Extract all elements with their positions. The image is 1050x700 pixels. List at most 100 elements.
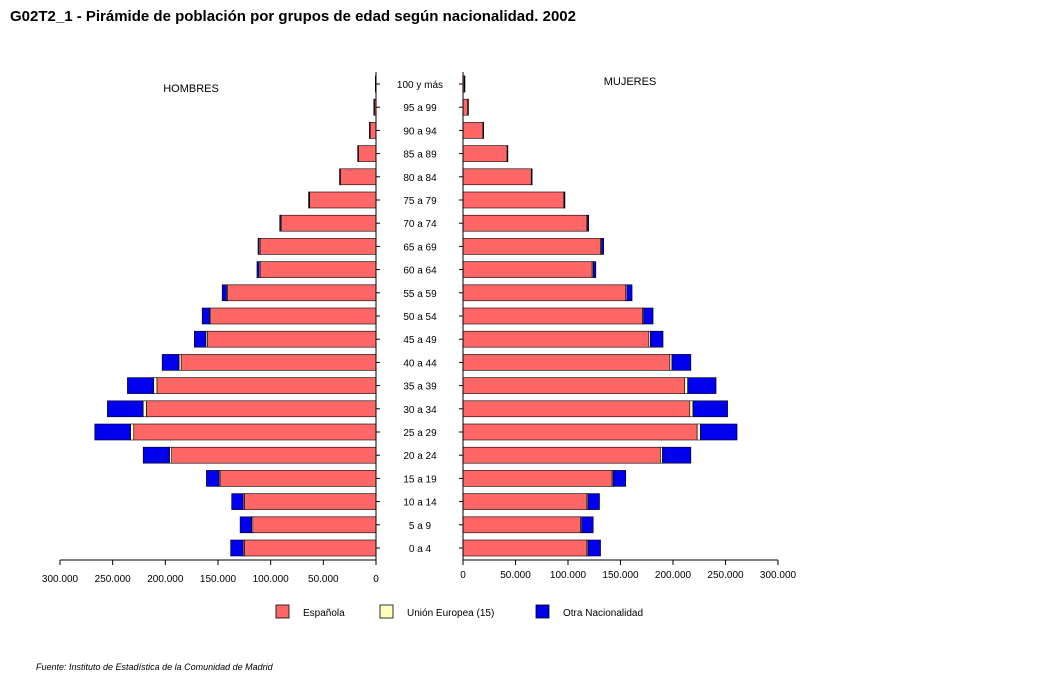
- bar-hombres-espa-ola-15: [309, 191, 377, 209]
- bar-mujeres-espa-ola-8: [462, 354, 671, 371]
- age-group-label: 20 a 24: [403, 451, 437, 462]
- age-group-label: 95 a 99: [403, 103, 437, 114]
- legend-label: Otra Nacionalidad: [563, 608, 643, 619]
- bar-hombres-espa-ola-17: [357, 145, 377, 162]
- bar-mujeres-otra-nacionalidad-8: [671, 354, 692, 371]
- bar-mujeres-otra-nacionalidad-10: [643, 307, 654, 325]
- bar-hombres-otra-nacionalidad-0: [230, 539, 244, 557]
- bar-hombres-espa-ola-10: [210, 307, 377, 325]
- bar-mujeres-espa-ola-1: [462, 516, 581, 534]
- bar-mujeres-espa-ola-12: [462, 261, 593, 278]
- age-group-label: 90 a 94: [403, 126, 437, 137]
- bar-mujeres-otra-nacionalidad-15: [564, 191, 566, 209]
- bar-mujeres-espa-ola-16: [462, 168, 532, 186]
- x-tick-label-mujeres: 50.000: [500, 570, 531, 581]
- legend: Española Unión Europea (15) Otra Nacionali…: [275, 604, 643, 619]
- bar-mujeres-espa-ola-13: [462, 238, 601, 255]
- bar-mujeres-otra-nacionalidad-20: [463, 75, 466, 93]
- bar-mujeres-otra-nacionalidad-12: [592, 261, 597, 278]
- bar-mujeres-espa-ola-10: [462, 307, 643, 325]
- bar-mujeres-otra-nacionalidad-14: [587, 214, 589, 232]
- bar-hombres-otra-nacionalidad-15: [308, 191, 310, 209]
- bar-mujeres-espa-ola-19: [462, 98, 469, 116]
- bar-hombres-espa-ola-1: [252, 516, 377, 534]
- x-tick-label-mujeres: 250.000: [707, 570, 744, 581]
- bar-hombres-otra-nacionalidad-6: [107, 400, 144, 418]
- bar-hombres-otra-nacionalidad-4: [142, 446, 170, 464]
- age-group-label: 15 a 19: [403, 474, 437, 485]
- age-group-label: 65 a 69: [403, 242, 437, 253]
- source-note: Fuente: Instituto de Estadística de la C…: [36, 662, 273, 672]
- bar-mujeres-espa-ola-17: [462, 145, 508, 162]
- axes-layer: 0 a 4 5 a 9 10 a 14 15 a 19 20 a 24 25 a 29 30…: [42, 72, 797, 585]
- bar-hombres-espa-ola-16: [339, 168, 377, 186]
- bar-mujeres-otra-nacionalidad-9: [650, 330, 664, 348]
- age-group-label: 25 a 29: [403, 428, 437, 439]
- bar-hombres-otra-nacionalidad-2: [231, 493, 244, 510]
- age-group-label: 100 y más: [397, 80, 443, 91]
- bar-hombres-uni-n-europea-15--5: [130, 423, 135, 441]
- bar-mujeres-espa-ola-15: [462, 191, 565, 209]
- x-tick-label-hombres: 0: [373, 574, 379, 585]
- bar-mujeres-otra-nacionalidad-2: [587, 493, 600, 510]
- age-group-label: 35 a 39: [403, 382, 437, 393]
- age-group-label: 80 a 84: [403, 173, 437, 184]
- bar-hombres-otra-nacionalidad-10: [201, 307, 210, 325]
- x-tick-label-mujeres: 0: [460, 570, 466, 581]
- bar-hombres-otra-nacionalidad-3: [206, 470, 220, 487]
- panel-label-hombres: HOMBRES: [163, 83, 219, 95]
- bar-hombres-otra-nacionalidad-17: [357, 145, 359, 162]
- bar-mujeres-espa-ola-14: [462, 214, 588, 232]
- bar-mujeres-otra-nacionalidad-17: [507, 145, 509, 162]
- bar-hombres-espa-ola-4: [171, 446, 377, 464]
- bar-hombres-espa-ola-3: [219, 470, 377, 487]
- bar-mujeres-espa-ola-4: [462, 446, 661, 464]
- bar-mujeres-espa-ola-11: [462, 284, 627, 302]
- x-tick-label-hombres: 250.000: [95, 574, 132, 585]
- age-group-label: 45 a 49: [403, 335, 437, 346]
- bar-hombres-otra-nacionalidad-9: [194, 330, 207, 348]
- x-tick-label-hombres: 150.000: [200, 574, 237, 585]
- age-group-label: 30 a 34: [403, 405, 437, 416]
- age-group-label: 75 a 79: [403, 196, 437, 207]
- bar-hombres-espa-ola-9: [207, 330, 377, 348]
- bar-hombres-espa-ola-7: [156, 377, 377, 394]
- bar-hombres-uni-n-europea-15--7: [153, 377, 158, 394]
- x-tick-label-hombres: 200.000: [147, 574, 184, 585]
- x-tick-label-mujeres: 100.000: [550, 570, 587, 581]
- bar-mujeres-espa-ola-7: [462, 377, 685, 394]
- bar-mujeres-espa-ola-0: [462, 539, 588, 557]
- legend-label: Unión Europea (15): [407, 608, 494, 619]
- bar-hombres-uni-n-europea-15--8: [178, 354, 182, 371]
- bar-hombres-espa-ola-18: [369, 122, 377, 139]
- legend-swatch-espa-ola: [275, 604, 290, 619]
- bar-mujeres-espa-ola-9: [462, 330, 650, 348]
- bar-hombres-espa-ola-13: [259, 238, 377, 255]
- bar-hombres-otra-nacionalidad-8: [161, 354, 180, 371]
- x-tick-label-mujeres: 300.000: [760, 570, 797, 581]
- bar-hombres-otra-nacionalidad-18: [369, 122, 371, 139]
- age-group-label: 60 a 64: [403, 266, 437, 277]
- bar-mujeres-otra-nacionalidad-7: [687, 377, 717, 394]
- bar-hombres-uni-n-europea-15--6: [142, 400, 147, 418]
- bar-hombres-uni-n-europea-15--4: [169, 446, 172, 464]
- bar-hombres-otra-nacionalidad-1: [239, 516, 253, 534]
- x-tick-label-hombres: 100.000: [253, 574, 290, 585]
- bar-mujeres-otra-nacionalidad-3: [612, 470, 627, 487]
- bar-hombres-otra-nacionalidad-16: [339, 168, 341, 186]
- bar-mujeres-uni-n-europea-15--5: [696, 423, 701, 441]
- legend-swatch-uni-n-europea-15-: [379, 604, 394, 619]
- bar-mujeres-otra-nacionalidad-11: [626, 284, 633, 302]
- bar-mujeres-uni-n-europea-15--6: [689, 400, 694, 418]
- bar-hombres-espa-ola-0: [244, 539, 377, 557]
- age-group-label: 55 a 59: [403, 289, 437, 300]
- age-group-label: 10 a 14: [403, 498, 437, 509]
- bar-hombres-otra-nacionalidad-12: [256, 261, 260, 278]
- bar-mujeres-espa-ola-3: [462, 470, 613, 487]
- bar-hombres-otra-nacionalidad-14: [279, 214, 281, 232]
- age-group-label: 0 a 4: [409, 544, 432, 555]
- chart-title: G02T2_1 - Pirámide de población por grup…: [10, 8, 576, 25]
- bar-mujeres-otra-nacionalidad-1: [581, 516, 594, 534]
- bar-mujeres-espa-ola-6: [462, 400, 691, 418]
- bar-mujeres-otra-nacionalidad-16: [531, 168, 533, 186]
